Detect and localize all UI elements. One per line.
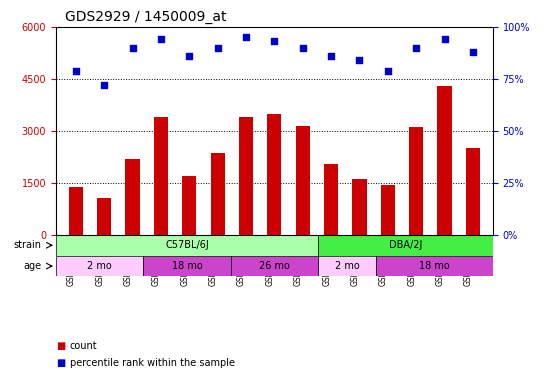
Point xyxy=(270,38,279,45)
Text: 26 mo: 26 mo xyxy=(259,261,290,271)
Bar xyxy=(409,127,423,235)
Text: strain: strain xyxy=(13,240,41,250)
Bar xyxy=(239,117,253,235)
FancyBboxPatch shape xyxy=(231,256,318,276)
Text: 2 mo: 2 mo xyxy=(335,261,360,271)
FancyBboxPatch shape xyxy=(376,256,493,276)
Text: 2 mo: 2 mo xyxy=(87,261,112,271)
Bar xyxy=(211,154,225,235)
Point xyxy=(412,45,421,51)
Bar xyxy=(352,179,367,235)
FancyBboxPatch shape xyxy=(143,256,231,276)
Bar xyxy=(437,86,452,235)
Text: 18 mo: 18 mo xyxy=(172,261,202,271)
Point xyxy=(326,53,335,59)
FancyBboxPatch shape xyxy=(56,256,143,276)
Point xyxy=(100,82,109,88)
FancyBboxPatch shape xyxy=(318,256,376,276)
Text: ■: ■ xyxy=(56,341,66,351)
Point xyxy=(213,45,222,51)
Text: percentile rank within the sample: percentile rank within the sample xyxy=(70,358,235,368)
Point xyxy=(384,68,393,74)
Bar xyxy=(324,164,338,235)
Bar xyxy=(182,176,197,235)
Text: DBA/2J: DBA/2J xyxy=(389,240,422,250)
Point xyxy=(298,45,307,51)
Bar xyxy=(69,187,83,235)
Text: age: age xyxy=(24,261,41,271)
Bar xyxy=(97,199,111,235)
Bar xyxy=(267,114,282,235)
Point xyxy=(185,53,194,59)
Bar xyxy=(125,159,139,235)
Point xyxy=(469,49,478,55)
Point xyxy=(156,36,165,43)
Bar xyxy=(154,117,168,235)
Text: 18 mo: 18 mo xyxy=(419,261,450,271)
Text: C57BL/6J: C57BL/6J xyxy=(165,240,209,250)
Bar xyxy=(466,148,480,235)
Point xyxy=(355,57,364,63)
Bar xyxy=(296,126,310,235)
Text: GDS2929 / 1450009_at: GDS2929 / 1450009_at xyxy=(65,10,226,25)
Text: ■: ■ xyxy=(56,358,66,368)
Text: count: count xyxy=(70,341,97,351)
FancyBboxPatch shape xyxy=(56,235,318,256)
Bar xyxy=(381,185,395,235)
Point xyxy=(241,34,250,40)
Point xyxy=(71,68,80,74)
Point xyxy=(440,36,449,43)
FancyBboxPatch shape xyxy=(318,235,493,256)
Point xyxy=(128,45,137,51)
